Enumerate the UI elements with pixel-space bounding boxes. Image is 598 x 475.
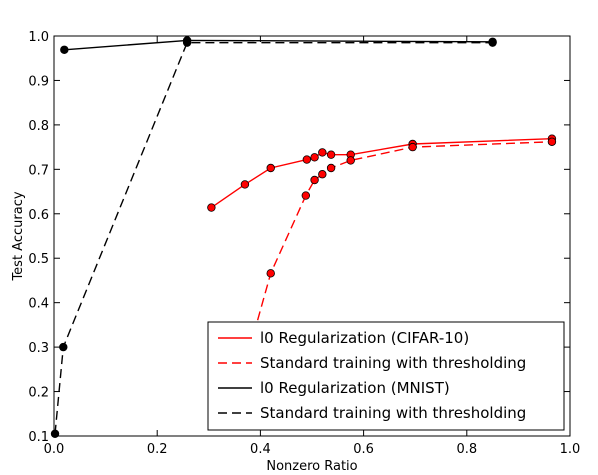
plot-area-frame bbox=[53, 35, 571, 437]
x-tick-label: 0.8 bbox=[456, 442, 477, 457]
legend-label-1: l0 Regularization (CIFAR-10) bbox=[260, 329, 469, 347]
data-point-series-2 bbox=[301, 191, 311, 200]
y-tick-label: 0.5 bbox=[28, 252, 49, 267]
y-tick-label: 0.8 bbox=[28, 119, 49, 134]
data-point-series-1 bbox=[302, 155, 312, 164]
legend-box bbox=[207, 321, 565, 431]
x-tick-label: 0.2 bbox=[147, 442, 168, 457]
data-point-series-4 bbox=[488, 38, 497, 47]
data-point-series-1 bbox=[326, 150, 336, 159]
series-markers bbox=[50, 36, 557, 438]
series-line-4 bbox=[54, 41, 493, 434]
legend-label-4: Standard training with thresholding bbox=[260, 404, 526, 422]
y-tick-label: 0.2 bbox=[28, 386, 49, 401]
legend: l0 Regularization (CIFAR-10) Standard tra… bbox=[207, 321, 565, 431]
legend-label-3: l0 Regularization (MNIST) bbox=[260, 379, 450, 397]
x-tick-label: 0.0 bbox=[44, 442, 65, 457]
data-point-series-3 bbox=[60, 45, 69, 54]
series-line-1 bbox=[210, 137, 552, 209]
y-tick-label: 1.0 bbox=[28, 30, 49, 45]
x-tick-label: 0.4 bbox=[250, 442, 271, 457]
x-tick-label: 0.6 bbox=[353, 442, 374, 457]
data-point-series-2 bbox=[318, 170, 327, 179]
data-point-series-2 bbox=[266, 269, 275, 278]
data-point-series-1 bbox=[207, 203, 216, 212]
data-point-series-1 bbox=[240, 180, 250, 189]
data-point-series-2 bbox=[310, 175, 319, 185]
data-point-series-4 bbox=[59, 342, 68, 352]
x-tick-label: 1.0 bbox=[560, 442, 581, 457]
data-point-series-2 bbox=[547, 137, 557, 146]
y-tick-label: 0.9 bbox=[28, 74, 49, 89]
data-point-series-1 bbox=[310, 153, 319, 162]
y-tick-label: 0.1 bbox=[28, 430, 49, 445]
y-tick-label: 0.6 bbox=[28, 208, 49, 223]
y-tick-label: 0.7 bbox=[28, 163, 49, 178]
y-axis-label: Test Accuracy bbox=[11, 191, 26, 281]
data-point-series-2 bbox=[326, 163, 336, 173]
axis-ticks: 0.0 0.2 0.4 0.6 0.8 1.0 0.1 0.2 0.3 0.4 0.5 0.6 0.7 0… bbox=[28, 30, 580, 457]
data-point-series-4 bbox=[182, 38, 192, 47]
y-tick-label: 0.3 bbox=[28, 341, 49, 356]
series-line-2 bbox=[249, 141, 552, 348]
data-point-series-2 bbox=[408, 142, 417, 152]
legend-label-2: Standard training with thresholding bbox=[260, 354, 526, 372]
x-axis-label: Nonzero Ratio bbox=[266, 459, 357, 474]
y-tick-label: 0.4 bbox=[28, 297, 49, 312]
series-line-3 bbox=[64, 39, 493, 51]
data-point-series-1 bbox=[266, 163, 275, 173]
data-point-series-1 bbox=[318, 148, 327, 157]
data-point-series-2 bbox=[346, 156, 355, 165]
